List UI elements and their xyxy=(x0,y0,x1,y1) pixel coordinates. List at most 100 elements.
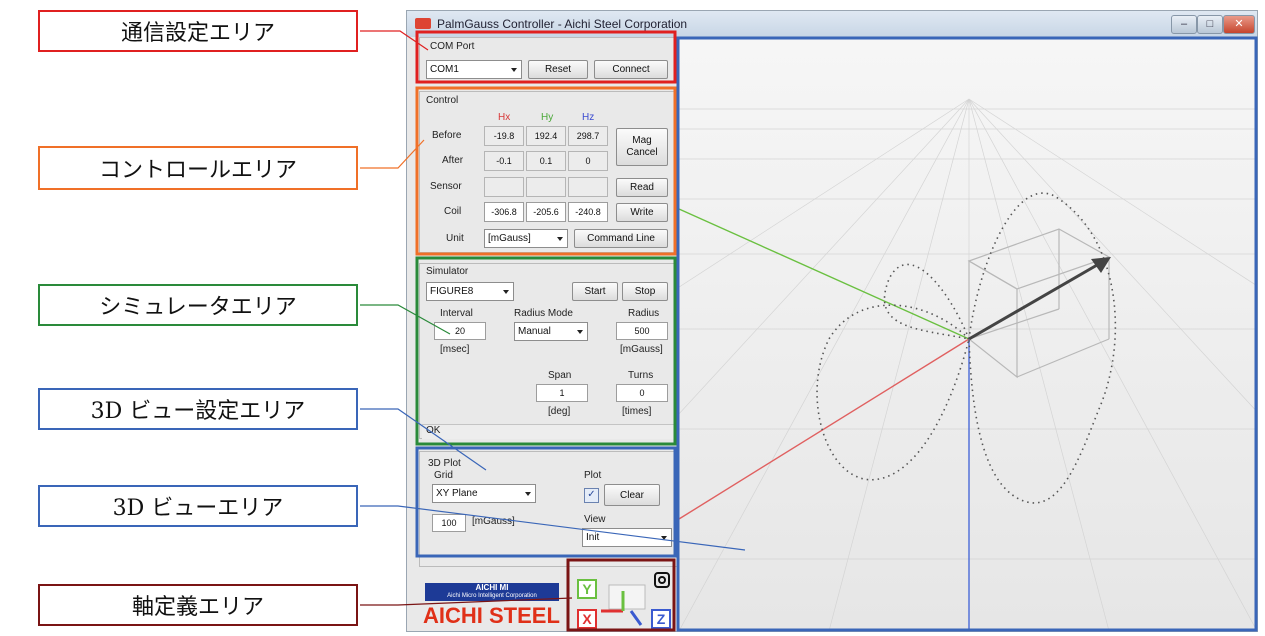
callout-view-area: 3D ビューエリア xyxy=(38,485,358,527)
grid-value: XY Plane xyxy=(436,488,478,499)
radius-label: Radius xyxy=(628,308,660,319)
view-label: View xyxy=(584,514,606,525)
radius-mode-select[interactable]: Manual xyxy=(514,322,588,341)
turns-unit: [times] xyxy=(622,406,652,417)
radius-mode-label: Radius Mode xyxy=(514,308,573,319)
chevron-down-icon xyxy=(511,67,517,72)
minimize-button[interactable]: ‒ xyxy=(1171,15,1197,34)
unit-label: Unit xyxy=(446,233,464,244)
app-logo-icon xyxy=(415,18,431,29)
callout-control-text: コントロールエリア xyxy=(98,158,297,183)
turns-label: Turns xyxy=(628,370,654,381)
callout-axis-text: 軸定義エリア xyxy=(131,595,264,620)
write-button[interactable]: Write xyxy=(616,203,668,222)
plot3d-group: 3D Plot Grid XY Plane Plot ✓ Clear 100 [… xyxy=(419,451,679,567)
after-hz: 0 xyxy=(568,151,608,171)
span-unit: [deg] xyxy=(548,406,571,417)
axis-definition: Y X Z xyxy=(569,571,673,629)
simulator-status-bar: OK xyxy=(422,424,676,439)
callout-view-settings-text: 3D ビュー設定エリア xyxy=(90,399,306,424)
hy-header: Hy xyxy=(541,112,554,123)
mag-cancel-button[interactable]: Mag Cancel xyxy=(616,128,668,166)
view-select[interactable]: Init xyxy=(582,528,672,547)
chevron-down-icon xyxy=(661,535,667,540)
logo-top-band: AICHI MI Aichi Micro Intelligent Corpora… xyxy=(425,583,559,601)
after-label: After xyxy=(442,155,464,166)
stop-button[interactable]: Stop xyxy=(622,282,668,301)
before-hz: 298.7 xyxy=(568,126,608,146)
sensor-hx xyxy=(484,177,524,197)
plot-label: Plot xyxy=(584,470,602,481)
command-line-button[interactable]: Command Line xyxy=(574,229,668,248)
interval-field[interactable]: 20 xyxy=(434,322,486,340)
callout-control-area: コントロールエリア xyxy=(38,146,358,190)
com-port-group: COM Port COM1 Reset Connect xyxy=(419,37,679,83)
callout-simulator-area: シミュレータエリア xyxy=(38,284,358,326)
control-legend: Control xyxy=(426,95,459,106)
window-title: PalmGauss Controller - Aichi Steel Corpo… xyxy=(437,17,688,31)
mag-cancel-line2: Cancel xyxy=(626,147,658,158)
after-hy: 0.1 xyxy=(526,151,566,171)
pattern-value: FIGURE8 xyxy=(430,286,474,297)
chevron-down-icon xyxy=(503,289,509,294)
unit-value: [mGauss] xyxy=(488,233,531,244)
simulator-legend: Simulator xyxy=(426,266,469,277)
app-window: PalmGauss Controller - Aichi Steel Corpo… xyxy=(406,10,1265,632)
connect-button[interactable]: Connect xyxy=(594,60,668,79)
turns-field[interactable]: 0 xyxy=(616,384,668,402)
close-button[interactable]: ✕ xyxy=(1223,15,1255,34)
view-value: Init xyxy=(586,532,600,543)
axis-arrows-icon xyxy=(601,572,670,626)
logo-main-text: AICHI STEEL xyxy=(423,603,560,628)
maximize-button[interactable]: □ xyxy=(1197,15,1223,34)
interval-unit: [msec] xyxy=(440,344,470,355)
control-group: Control Hx Hy Hz Before -19.8 192.4 298.… xyxy=(419,91,679,253)
logo-top-text: AICHI MI xyxy=(475,583,509,592)
radius-field[interactable]: 500 xyxy=(616,322,668,340)
unit-select[interactable]: [mGauss] xyxy=(484,229,568,248)
read-button[interactable]: Read xyxy=(616,178,668,197)
mag-cancel-line1: Mag xyxy=(632,135,652,146)
logo-sub-text: Aichi Micro Intelligent Corporation xyxy=(447,593,537,599)
clear-button[interactable]: Clear xyxy=(604,484,660,506)
callout-comm-area: 通信設定エリア xyxy=(38,10,358,52)
view3d-canvas[interactable] xyxy=(478,39,1265,632)
callout-view-text: 3D ビューエリア xyxy=(112,496,284,521)
plot3d-legend: 3D Plot xyxy=(428,458,461,469)
callout-simulator-text: シミュレータエリア xyxy=(99,295,297,320)
span-field[interactable]: 1 xyxy=(536,384,588,402)
title-bar[interactable]: PalmGauss Controller - Aichi Steel Corpo… xyxy=(407,11,1257,37)
grid-label: Grid xyxy=(434,470,453,481)
grid-select[interactable]: XY Plane xyxy=(432,484,536,503)
scale-unit: [mGauss] xyxy=(472,516,515,527)
before-hy: 192.4 xyxy=(526,126,566,146)
hz-header: Hz xyxy=(582,112,595,123)
chevron-down-icon xyxy=(525,491,531,496)
simulator-group: Simulator FIGURE8 Start Stop Interval 20… xyxy=(419,263,679,439)
chevron-down-icon xyxy=(577,329,583,334)
start-button[interactable]: Start xyxy=(572,282,618,301)
hx-header: Hx xyxy=(498,112,511,123)
com-port-select[interactable]: COM1 xyxy=(426,60,522,79)
coil-hz-field[interactable]: -240.8 xyxy=(568,202,608,222)
chevron-down-icon xyxy=(557,236,563,241)
pattern-select[interactable]: FIGURE8 xyxy=(426,282,514,301)
callout-axis-area: 軸定義エリア xyxy=(38,584,358,626)
com-port-legend: COM Port xyxy=(430,41,475,52)
coil-hx-field[interactable]: -306.8 xyxy=(484,202,524,222)
simulator-status-text: OK xyxy=(426,425,441,436)
sensor-hy xyxy=(526,177,566,197)
coil-hy-field[interactable]: -205.6 xyxy=(526,202,566,222)
com-port-value: COM1 xyxy=(430,64,459,75)
sensor-hz xyxy=(568,177,608,197)
callout-comm-text: 通信設定エリア xyxy=(120,21,275,46)
reset-button[interactable]: Reset xyxy=(528,60,588,79)
after-hx: -0.1 xyxy=(484,151,524,171)
radius-unit: [mGauss] xyxy=(620,344,663,355)
aichi-logo: AICHI MI Aichi Micro Intelligent Corpora… xyxy=(419,581,563,629)
before-hx: -19.8 xyxy=(484,126,524,146)
view3d-scene xyxy=(478,39,1265,632)
scale-field[interactable]: 100 xyxy=(432,514,466,532)
plot-checkbox[interactable]: ✓ xyxy=(584,488,599,503)
sensor-label: Sensor xyxy=(430,181,462,192)
